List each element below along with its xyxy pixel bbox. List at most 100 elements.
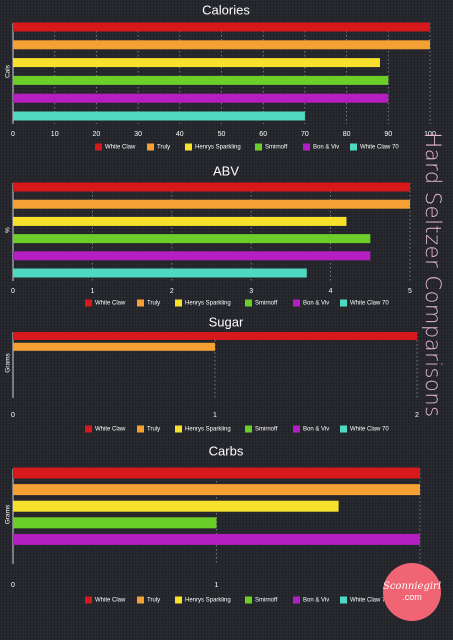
tick-label: 20 xyxy=(93,131,101,138)
tick-label: 0 xyxy=(11,131,15,138)
tick-label: 70 xyxy=(301,131,309,138)
sconniegirl-logo[interactable]: Sconniegirl .com xyxy=(383,563,441,621)
bar-smirnoff xyxy=(13,234,371,244)
legend-swatch xyxy=(340,425,347,433)
chart-title: Sugar xyxy=(209,314,244,329)
legend-label: White Claw xyxy=(105,145,136,151)
legend-swatch xyxy=(245,425,252,433)
legend-swatch xyxy=(350,143,357,151)
legend-label: White Claw xyxy=(95,427,126,433)
chart-sugar: Sugar Grams 0 1 2 White Claw Truly Henrys Spark… xyxy=(5,314,419,432)
legend-swatch xyxy=(85,299,92,307)
bar-white-claw xyxy=(13,467,420,479)
bar-white-claw xyxy=(13,22,430,32)
chart-abv: ABV% 0 1 2 3 4 5 White Claw Truly Henrys Sparklin… xyxy=(5,163,412,306)
legend-item-white-claw: White Claw xyxy=(95,143,136,151)
legend-label: Bon & Viv xyxy=(303,598,329,604)
y-axis-label: Grams xyxy=(5,504,12,524)
legend-item-white-claw-70: White Claw 70 xyxy=(340,299,389,307)
tick-label: 10 xyxy=(51,131,59,138)
tick-label: 2 xyxy=(170,288,174,295)
legend-swatch xyxy=(147,143,154,151)
chart-title: ABV xyxy=(213,163,239,178)
tick-label: 100 xyxy=(424,131,436,138)
tick-label: 50 xyxy=(218,131,226,138)
legend-swatch xyxy=(245,596,252,604)
tick-label: 0 xyxy=(11,582,15,589)
legend-swatch xyxy=(175,596,182,604)
legend-item-truly: Truly xyxy=(137,299,160,307)
chart-calories: Calories Cals 0 10 20 30 40 50 60 70 80 90 100 White … xyxy=(5,2,436,150)
legend-item-smirnoff: Smirnoff xyxy=(255,143,288,151)
legend-swatch xyxy=(293,596,300,604)
legend-label: White Claw xyxy=(95,301,126,307)
tick-label: 2 xyxy=(415,412,419,419)
legend-item-white-claw: White Claw xyxy=(85,425,126,433)
y-axis-label: Cals xyxy=(5,64,12,78)
legend-label: Smirnoff xyxy=(265,145,288,151)
tick-label: 40 xyxy=(176,131,184,138)
legend-label: Smirnoff xyxy=(255,301,278,307)
legend-swatch xyxy=(85,425,92,433)
legend-swatch xyxy=(95,143,102,151)
legend-label: Bon & Viv xyxy=(303,427,329,433)
legend-item-white-claw-70: White Claw 70 xyxy=(350,143,399,151)
bar-henrys-sparkling xyxy=(13,500,339,512)
legend-item-smirnoff: Smirnoff xyxy=(245,299,278,307)
legend-item-bon-and-viv: Bon & Viv xyxy=(303,143,339,151)
tick-label: 1 xyxy=(90,288,94,295)
bar-henrys-sparkling xyxy=(13,58,380,68)
legend-item-smirnoff: Smirnoff xyxy=(245,596,278,604)
legend-label: Henrys Sparkling xyxy=(195,145,241,151)
legend-swatch xyxy=(175,299,182,307)
legend-label: Truly xyxy=(157,145,170,151)
tick-label: 80 xyxy=(343,131,351,138)
side-title: Hard Seltzer Comparisons xyxy=(421,132,445,418)
tick-label: 60 xyxy=(259,131,267,138)
legend-item-white-claw-70: White Claw 70 xyxy=(340,596,389,604)
bar-bon-and-viv xyxy=(13,533,420,545)
logo-line-2: .com xyxy=(402,592,422,602)
legend-item-henrys-sparkling: Henrys Sparkling xyxy=(185,143,241,151)
y-axis-label: % xyxy=(5,227,12,233)
bar-white-claw xyxy=(13,182,410,192)
legend-item-white-claw-70: White Claw 70 xyxy=(340,425,389,433)
tick-label: 1 xyxy=(215,582,219,589)
legend-item-bon-and-viv: Bon & Viv xyxy=(293,299,329,307)
bar-truly xyxy=(13,199,410,209)
bar-henrys-sparkling xyxy=(13,216,347,226)
bar-truly xyxy=(13,342,215,351)
legend-label: Henrys Sparkling xyxy=(185,301,231,307)
legend-label: Henrys Sparkling xyxy=(185,598,231,604)
legend-item-white-claw: White Claw xyxy=(85,596,126,604)
legend-label: White Claw 70 xyxy=(360,145,399,151)
legend-swatch xyxy=(137,596,144,604)
legend-item-truly: Truly xyxy=(137,596,160,604)
legend-label: Truly xyxy=(147,301,160,307)
legend-swatch xyxy=(85,596,92,604)
tick-label: 0 xyxy=(11,412,15,419)
legend-swatch xyxy=(303,143,310,151)
legend-item-truly: Truly xyxy=(147,143,170,151)
legend-item-smirnoff: Smirnoff xyxy=(245,425,278,433)
legend-swatch xyxy=(137,299,144,307)
bar-white-claw xyxy=(13,332,417,340)
tick-label: 4 xyxy=(329,288,333,295)
bar-truly xyxy=(13,484,420,496)
legend-label: Truly xyxy=(147,598,160,604)
bar-truly xyxy=(13,40,430,50)
legend-item-bon-and-viv: Bon & Viv xyxy=(293,425,329,433)
legend-swatch xyxy=(137,425,144,433)
legend-item-henrys-sparkling: Henrys Sparkling xyxy=(175,425,231,433)
legend-item-bon-and-viv: Bon & Viv xyxy=(293,596,329,604)
legend-swatch xyxy=(340,596,347,604)
bar-white-claw-70 xyxy=(13,111,305,121)
chart-title: Calories xyxy=(202,2,250,17)
bar-bon-and-viv xyxy=(13,251,371,261)
y-axis-label: Grams xyxy=(5,353,12,373)
tick-label: 90 xyxy=(384,131,392,138)
tick-label: 5 xyxy=(408,288,412,295)
legend-swatch xyxy=(245,299,252,307)
bar-white-claw-70 xyxy=(13,268,307,278)
